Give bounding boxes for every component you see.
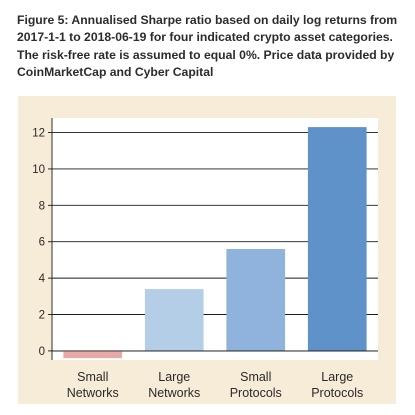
chart-container: 0 2 4 6 8 10 12 Small Networks Large Networks Small… <box>18 96 396 404</box>
bar-chart: 0 2 4 6 8 10 12 Small Networks Large Networks Small… <box>32 118 378 400</box>
y-tick-label: 2 <box>39 310 45 322</box>
y-tick-label: 8 <box>39 200 45 212</box>
bar[interactable] <box>63 350 123 359</box>
y-tick-label: 12 <box>32 128 45 140</box>
x-category-label: Networks <box>67 386 119 400</box>
y-tick-label: 10 <box>32 164 45 176</box>
bar[interactable] <box>307 127 367 351</box>
x-category-label: Networks <box>148 386 200 400</box>
y-tick-label: 6 <box>39 237 45 249</box>
figure-caption: Figure 5: Annualised Sharpe ratio based … <box>17 12 407 82</box>
x-category-label: Protocols <box>230 386 282 400</box>
x-category-label: Small <box>77 370 108 384</box>
figure-caption-text: Annualised Sharpe ratio based on daily l… <box>17 13 398 80</box>
y-tick-label: 0 <box>39 346 45 358</box>
x-category-label: Small <box>240 370 271 384</box>
bar[interactable] <box>144 289 204 351</box>
x-category-label: Protocols <box>311 386 363 400</box>
x-category-label: Large <box>158 370 190 384</box>
figure-caption-prefix: Figure 5: <box>17 13 69 27</box>
x-category-label: Large <box>321 370 353 384</box>
bar[interactable] <box>226 249 286 351</box>
y-tick-label: 4 <box>39 273 46 285</box>
